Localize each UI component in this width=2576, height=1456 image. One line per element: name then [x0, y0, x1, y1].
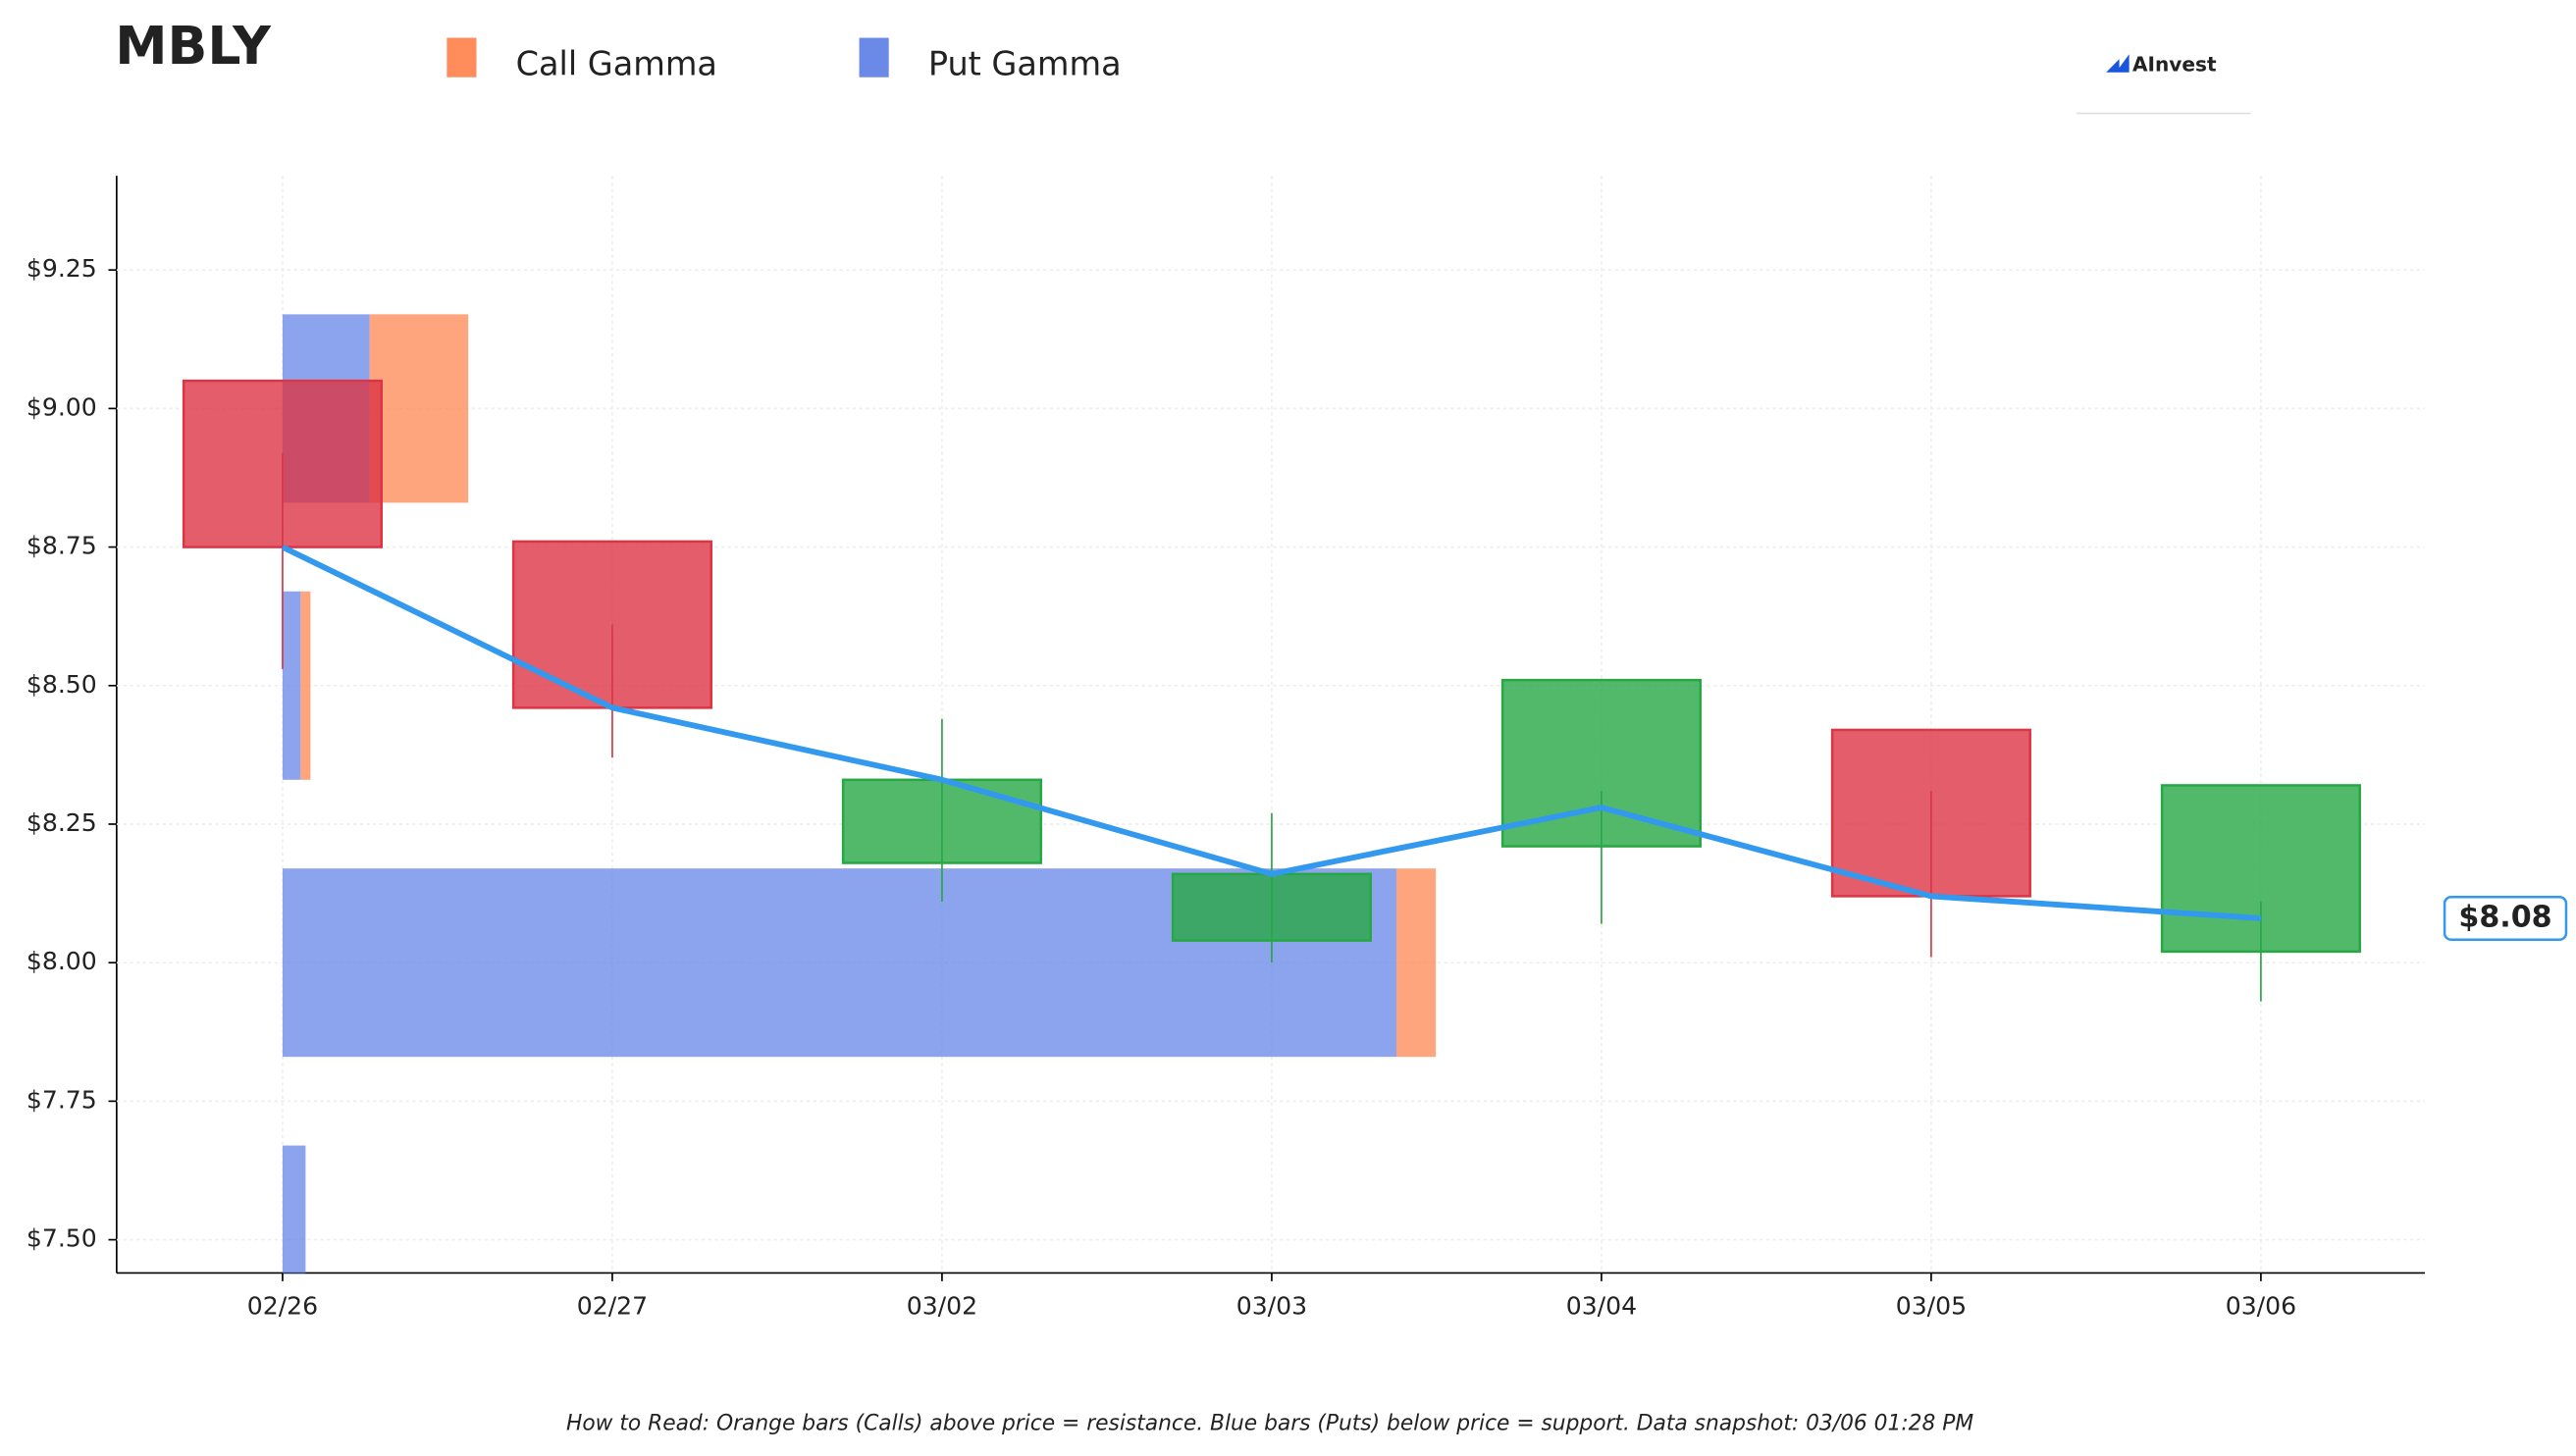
candle-body	[2160, 784, 2361, 954]
price-line	[281, 544, 2262, 921]
y-tick-label: $9.25	[26, 254, 97, 283]
x-tick-label: 03/05	[1896, 1292, 1967, 1321]
candle-body	[511, 540, 712, 709]
x-tick-label: 03/06	[2226, 1292, 2296, 1321]
candle-body	[182, 379, 383, 548]
x-tick-label: 03/03	[1236, 1292, 1307, 1321]
legend-swatch	[447, 37, 477, 78]
gamma-bar	[282, 591, 301, 780]
legend-swatch	[859, 37, 889, 78]
gamma-bar	[300, 591, 311, 780]
y-tick-label: $8.75	[26, 532, 97, 560]
gamma-bar	[1395, 868, 1437, 1058]
y-tick-label: $7.75	[26, 1085, 97, 1114]
logo: AInvest	[2077, 52, 2251, 115]
logo-icon	[2106, 54, 2129, 73]
chart-title: MBLY	[115, 15, 272, 77]
footnote: How to Read: Orange bars (Calls) above p…	[566, 1411, 1973, 1435]
gamma-bar	[369, 314, 469, 503]
y-tick-label: $8.00	[26, 947, 97, 975]
x-tick-label: 02/27	[577, 1292, 648, 1321]
last-price-label: $8.08	[2458, 900, 2551, 934]
y-tick-label: $8.50	[26, 670, 97, 699]
y-tick-label: $9.00	[26, 392, 97, 421]
y-tick-label: $8.25	[26, 808, 97, 837]
x-tick-label: 03/04	[1566, 1292, 1637, 1321]
candle-body	[841, 778, 1042, 864]
logo-text: AInvest	[2132, 52, 2217, 76]
candle-body	[1171, 872, 1372, 942]
legend-label: Call Gamma	[516, 44, 717, 82]
x-tick-label: 02/26	[247, 1292, 318, 1321]
last-price-box	[2443, 895, 2568, 942]
y-tick-label: $7.50	[26, 1224, 97, 1253]
legend-label: Put Gamma	[928, 44, 1122, 82]
candle-body	[1830, 728, 2031, 898]
gamma-bar	[282, 1145, 306, 1274]
x-tick-label: 03/02	[907, 1292, 977, 1321]
